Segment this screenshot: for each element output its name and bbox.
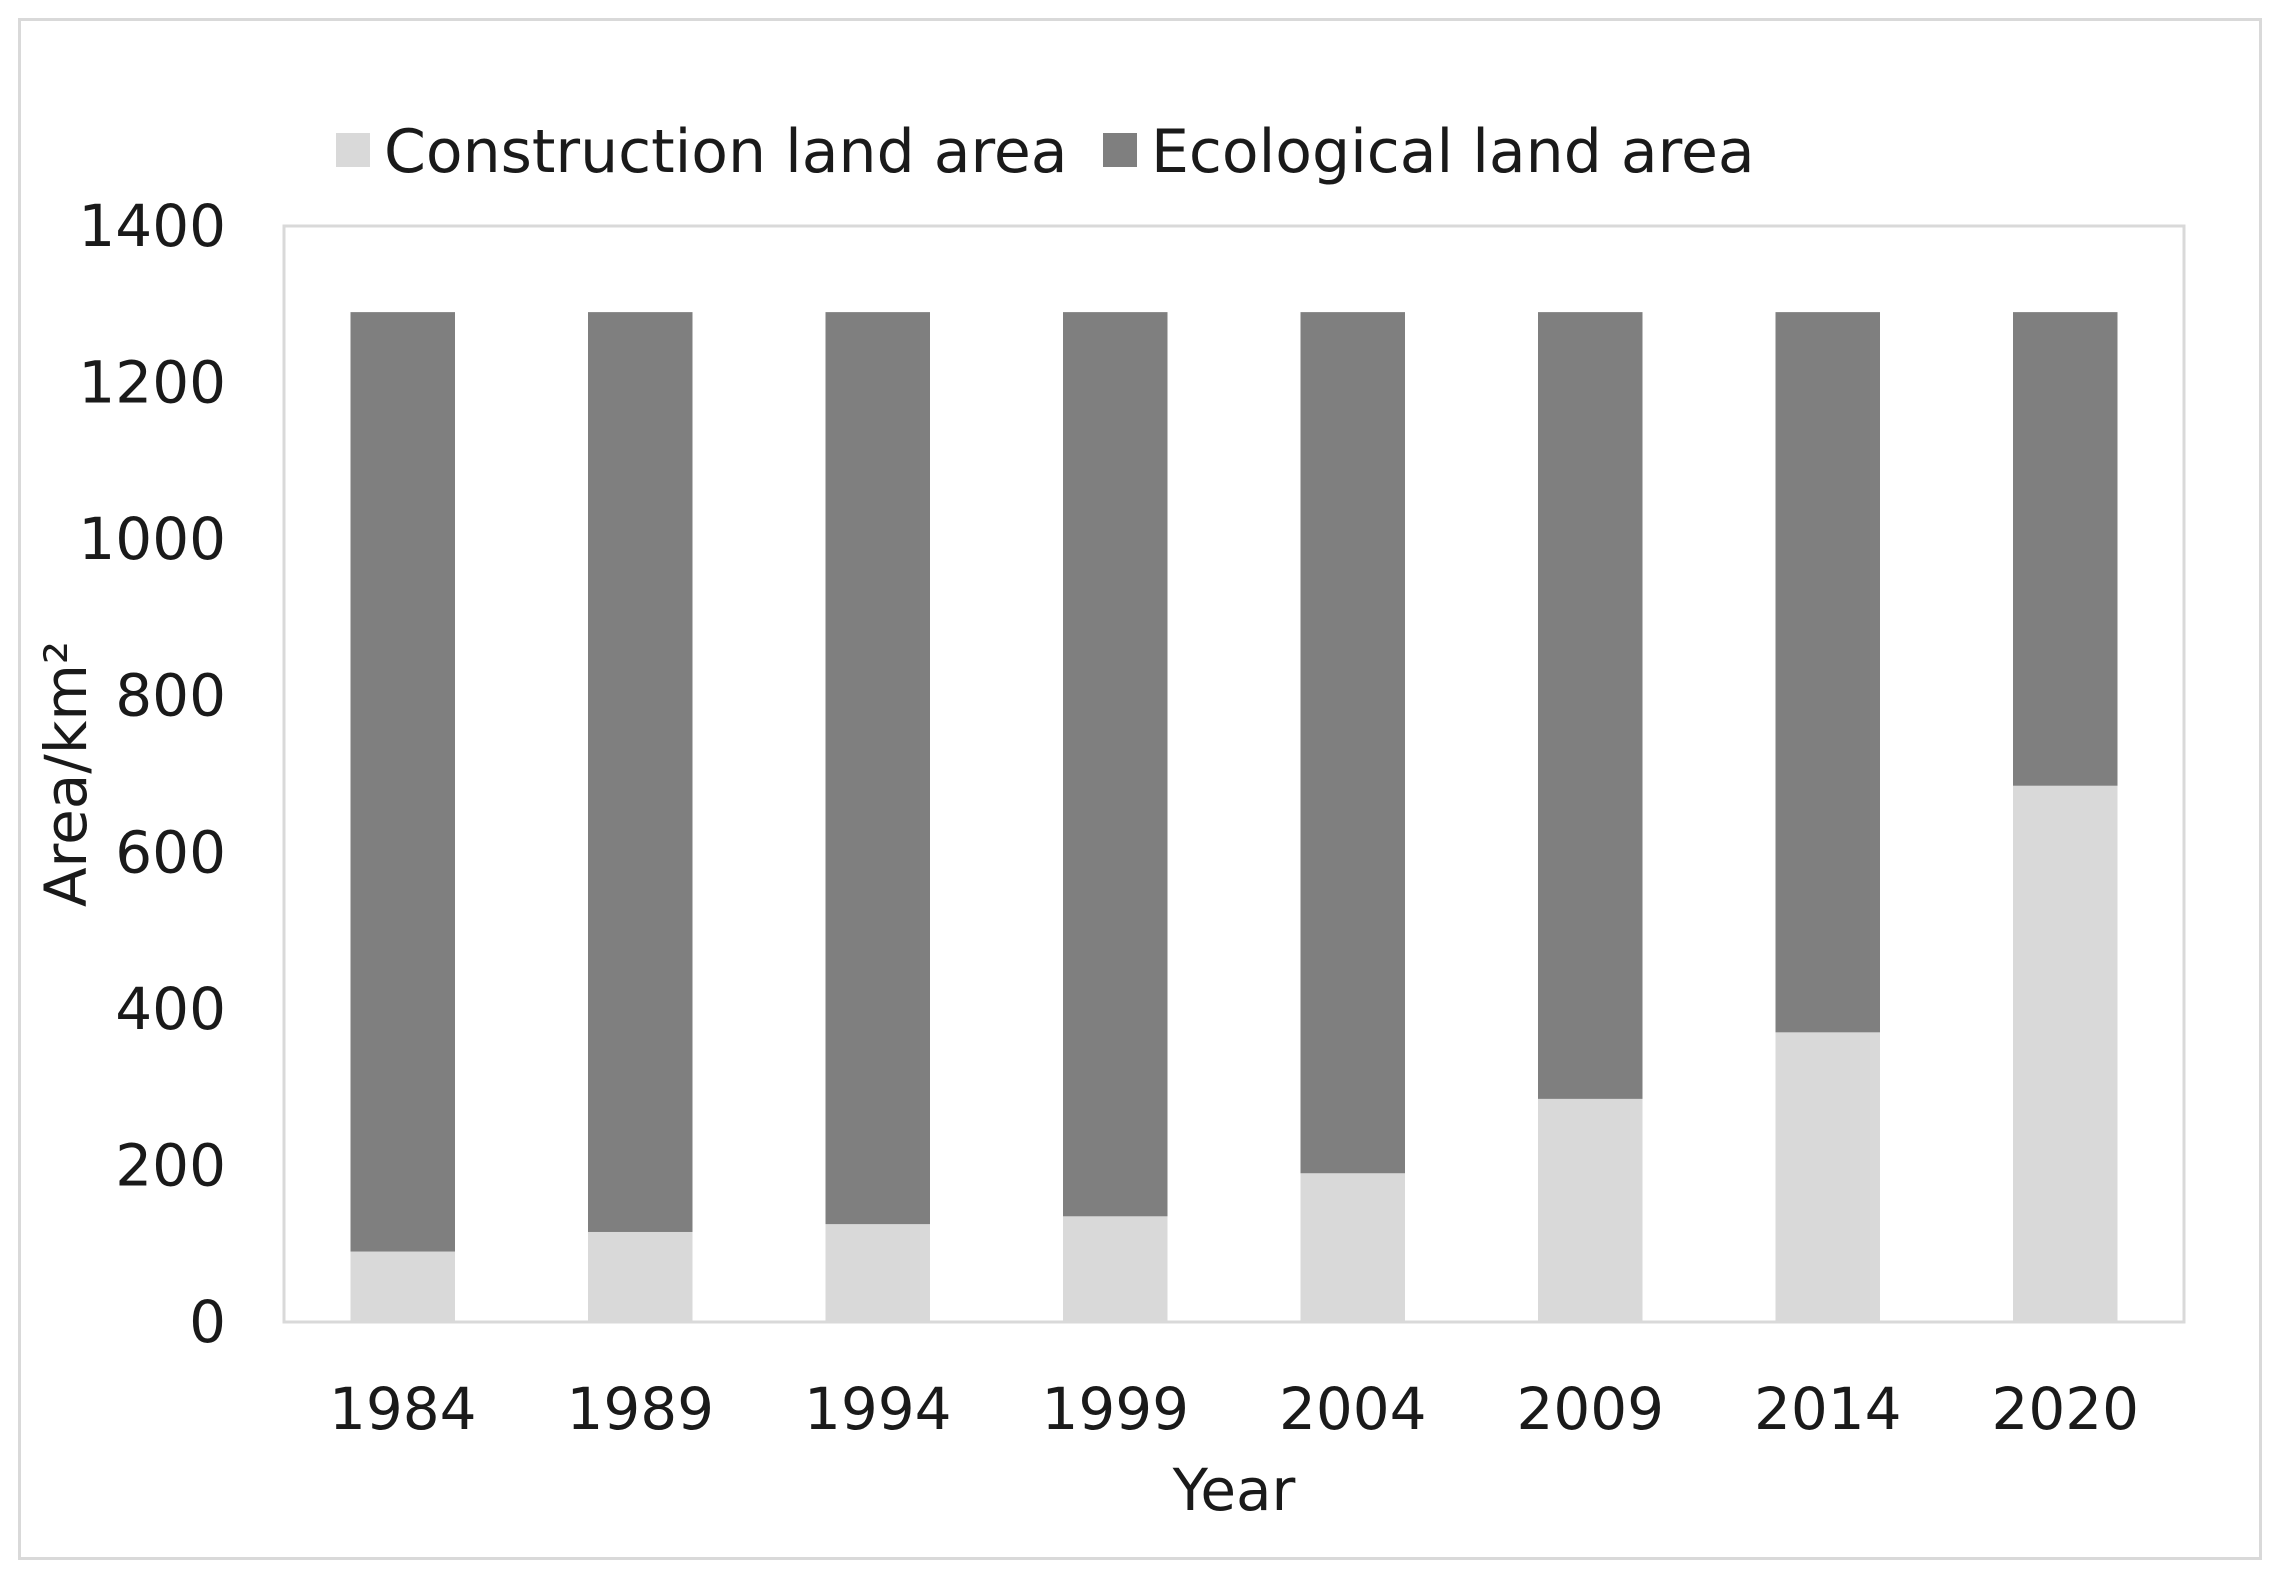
y-tick-label: 0 xyxy=(189,1288,226,1356)
y-tick-label: 600 xyxy=(115,818,226,886)
bar-ecological-1989 xyxy=(588,312,693,1232)
x-tick-label: 1994 xyxy=(804,1375,952,1443)
legend-label-ecological: Ecological land area xyxy=(1151,117,1755,187)
plot-area xyxy=(282,224,2186,1324)
y-tick-label: 400 xyxy=(115,975,226,1043)
legend-swatch-ecological xyxy=(1103,133,1137,167)
legend-swatch-construction xyxy=(336,133,370,167)
y-tick-label: 800 xyxy=(115,662,226,730)
x-tick-label: 2004 xyxy=(1279,1375,1427,1443)
y-tick-label: 1400 xyxy=(78,192,226,260)
y-tick-label: 1000 xyxy=(78,505,226,573)
x-tick-label: 2014 xyxy=(1754,1375,1902,1443)
bar-construction-2009 xyxy=(1538,1098,1643,1322)
y-axis-ticks: 0 200 400 600 800 1000 1200 1400 xyxy=(78,192,226,1356)
x-axis-title: Year xyxy=(1172,1456,1296,1524)
bar-ecological-1999 xyxy=(1063,312,1168,1217)
bar-construction-1984 xyxy=(350,1251,455,1322)
bar-construction-2004 xyxy=(1300,1173,1405,1322)
bar-ecological-2004 xyxy=(1300,312,1405,1174)
bar-ecological-1984 xyxy=(350,312,455,1252)
bar-construction-1989 xyxy=(588,1231,693,1322)
bar-construction-2014 xyxy=(1775,1032,1880,1322)
bar-ecological-2020 xyxy=(2013,312,2118,786)
bar-ecological-2009 xyxy=(1538,312,1643,1099)
x-axis-ticks: 1984 1989 1994 1999 2004 2009 2014 2020 xyxy=(329,1375,2139,1443)
bar-ecological-1994 xyxy=(825,312,930,1225)
x-tick-label: 2020 xyxy=(1991,1375,2139,1443)
y-axis-title: Area/km² xyxy=(32,641,100,907)
legend: Construction land area Ecological land ar… xyxy=(336,117,1755,187)
legend-label-construction: Construction land area xyxy=(384,117,1068,187)
bar-construction-2020 xyxy=(2013,785,2118,1322)
x-tick-label: 2009 xyxy=(1516,1375,1664,1443)
bar-construction-1999 xyxy=(1063,1216,1168,1322)
y-tick-label: 200 xyxy=(115,1131,226,1199)
x-tick-label: 1984 xyxy=(329,1375,477,1443)
x-tick-label: 1989 xyxy=(566,1375,714,1443)
bar-construction-1994 xyxy=(825,1224,930,1322)
bars xyxy=(350,312,2118,1322)
bar-ecological-2014 xyxy=(1775,312,1880,1033)
x-tick-label: 1999 xyxy=(1041,1375,1189,1443)
y-tick-label: 1200 xyxy=(78,349,226,417)
